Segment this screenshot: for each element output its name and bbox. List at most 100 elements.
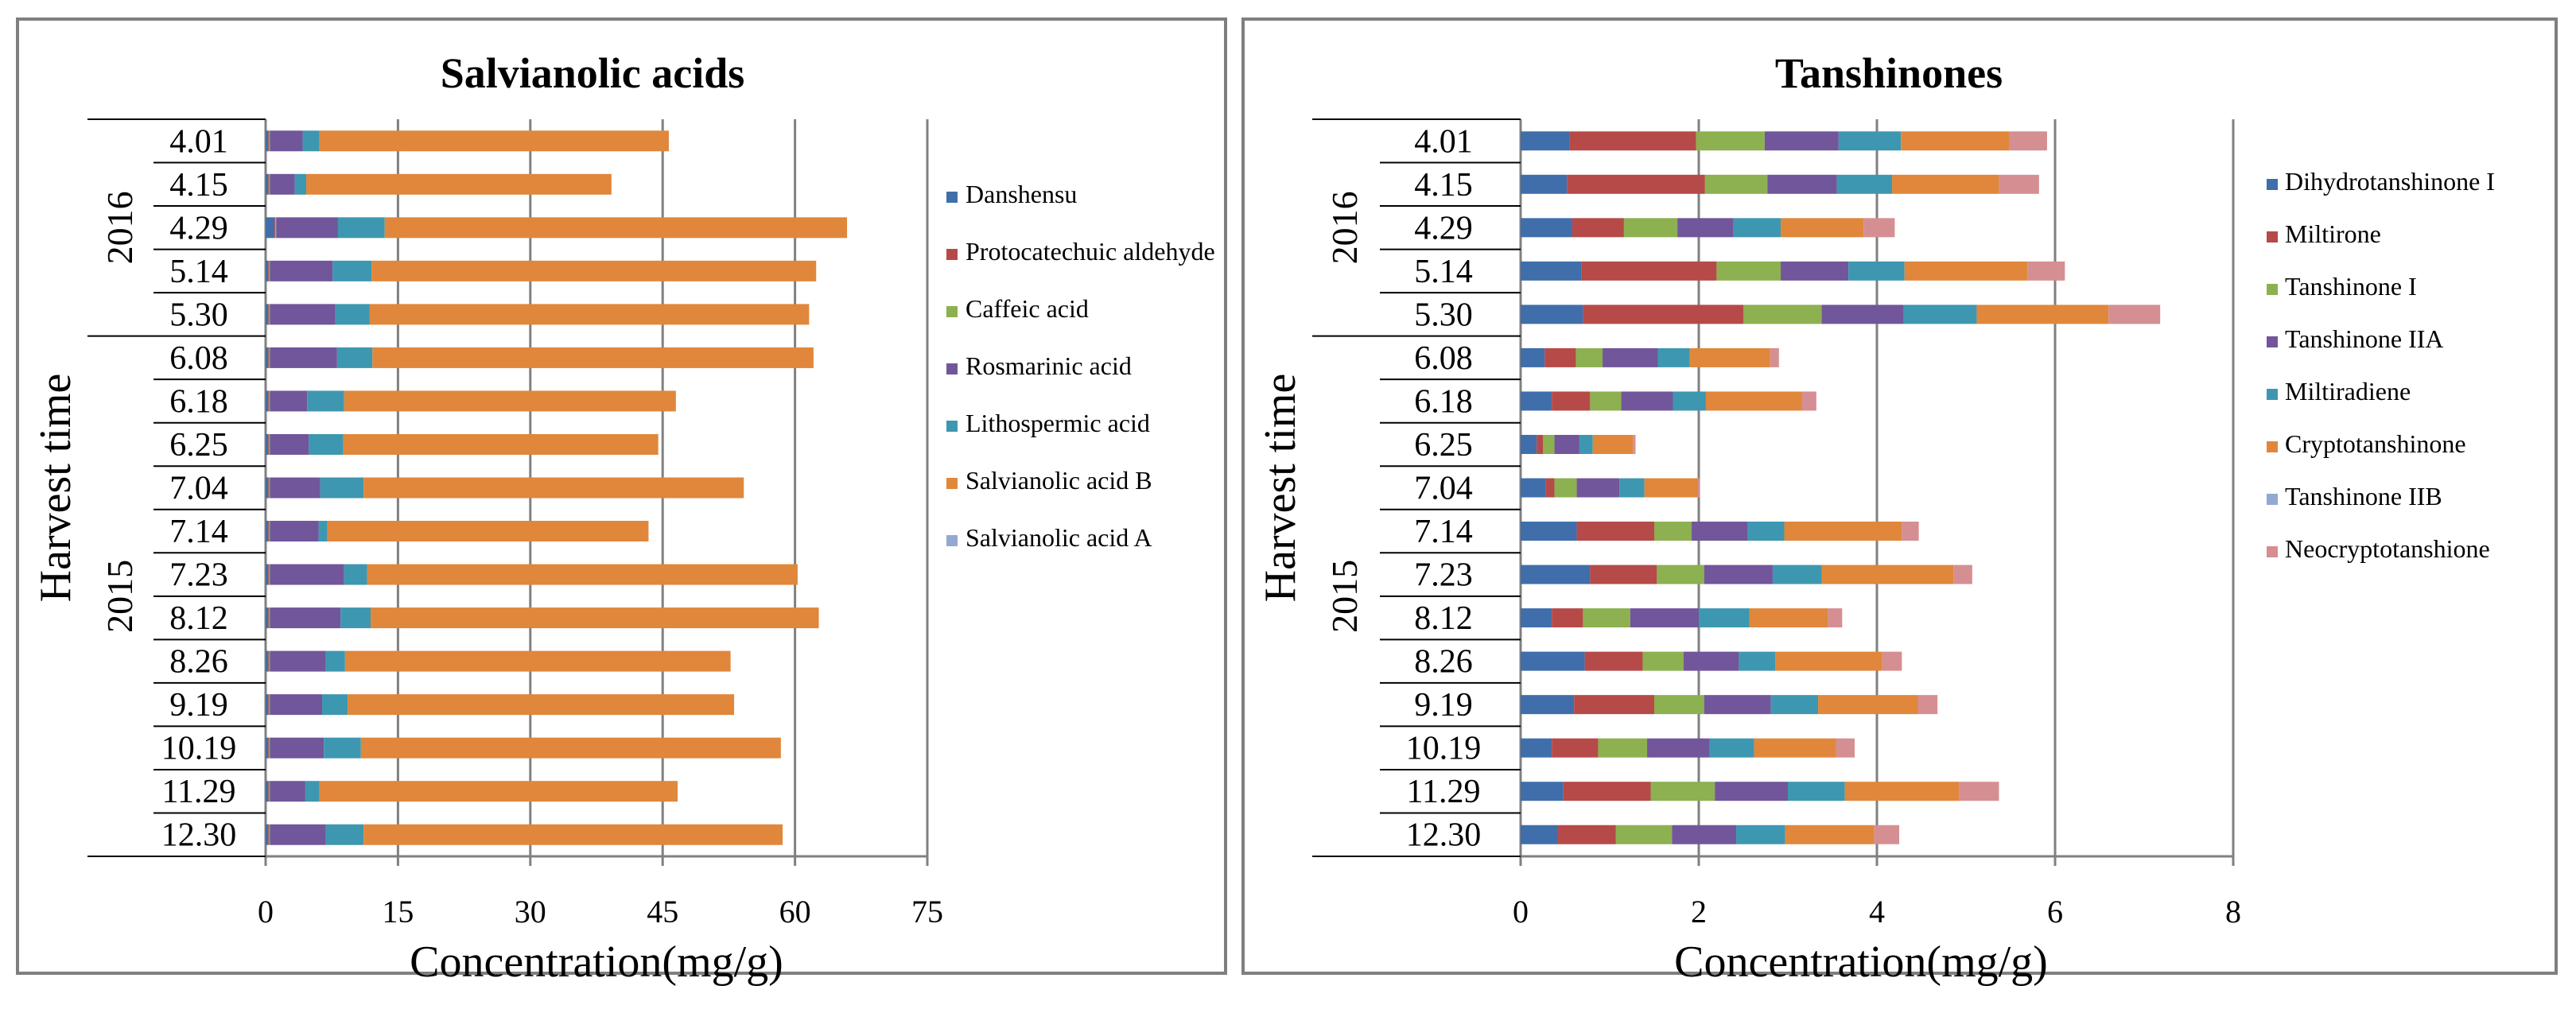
salvianolic-acids-bar-danshensu (266, 650, 269, 672)
salvianolic-acids-bar-rosmarinic-acid (270, 390, 308, 412)
tanshinones-bar-neocryptotanshione (2009, 131, 2047, 151)
salvianolic-acids-bar-danshensu (266, 304, 269, 325)
salvianolic-acids-bar-protocatechuic-aldehyde (268, 173, 270, 195)
salvianolic-acids-bar-danshensu (266, 824, 269, 845)
tanshinones-legend-label-tanshinone-iib: Tanshinone IIB (2285, 482, 2442, 510)
salvianolic-acids-bar-caffeic-acid (269, 173, 270, 195)
salvianolic-acids-bar-protocatechuic-aldehyde (274, 217, 276, 239)
tanshinones-y-axis-label: Harvest time (1256, 374, 1305, 603)
tanshinones-bar-miltiradiene (1579, 434, 1593, 454)
salvianolic-acids-bar-rosmarinic-acid (270, 521, 319, 542)
salvianolic-acids-bar-salvianolic-acid-b (327, 521, 649, 542)
salvianolic-acids-bar-rosmarinic-acid (270, 564, 344, 585)
salvianolic-acids-category-label: 5.30 (169, 297, 228, 333)
tanshinones-category-label: 4.29 (1414, 210, 1473, 246)
tanshinones-bar-dihydrotanshinone-i (1521, 391, 1552, 411)
salvianolic-acids-legend-swatch-lithospermic-acid (946, 421, 958, 432)
tanshinones-bar-tanshinone-iia (1576, 478, 1620, 498)
salvianolic-acids-legend-label-lithospermic-acid: Lithospermic acid (966, 409, 1150, 437)
salvianolic-acids-frame (16, 17, 1227, 975)
tanshinones-chart: Tanshinones 0 2 4 6 8 4.01 4.15 4.29 5.14 5.30 6.08… (1241, 17, 2558, 987)
salvianolic-acids-bar-lithospermic-acid (336, 347, 373, 368)
tanshinones-bar-miltirone (1590, 565, 1657, 584)
tanshinones-bar-cryptotanshinone (1785, 825, 1875, 844)
salvianolic-acids-bar-caffeic-acid (269, 824, 270, 845)
salvianolic-acids-legend-swatch-salvianolic-acid-b (946, 478, 958, 489)
salvianolic-acids-bar-lithospermic-acid (321, 694, 348, 716)
tanshinones-category-label: 4.15 (1414, 167, 1473, 204)
salvianolic-acids-bar-danshensu (266, 564, 269, 585)
tanshinones-category-label: 4.01 (1414, 123, 1473, 160)
tanshinones-x-tick-label: 6 (2047, 894, 2063, 929)
tanshinones-bar-cryptotanshinone (1705, 391, 1802, 411)
salvianolic-acids-bar-caffeic-acid (269, 477, 270, 499)
tanshinones-bar-miltirone (1584, 651, 1643, 671)
salvianolic-acids-bar-lithospermic-acid (305, 781, 320, 802)
salvianolic-acids-bar-lithospermic-acid (325, 824, 364, 845)
salvianolic-acids-category-label: 9.19 (169, 687, 228, 724)
salvianolic-acids-bar-salvianolic-acid-b (371, 260, 817, 281)
tanshinones-bar-tanshinone-i (1704, 174, 1768, 194)
tanshinones-legend-swatch-dihydrotanshinone-i (2267, 179, 2278, 190)
salvianolic-acids-bar-lithospermic-acid (325, 650, 345, 672)
salvianolic-acids-legend-swatch-caffeic-acid (946, 306, 958, 317)
tanshinones-category-label: 7.04 (1414, 471, 1473, 507)
tanshinones-bar-miltirone (1581, 261, 1717, 281)
salvianolic-acids-bar-protocatechuic-aldehyde (268, 824, 270, 845)
salvianolic-acids-x-tick-label: 75 (911, 894, 943, 929)
salvianolic-acids-bar-caffeic-acid (269, 607, 270, 629)
salvianolic-acids-bar-rosmarinic-acid (270, 433, 309, 455)
salvianolic-acids-bar-rosmarinic-acid (270, 477, 321, 499)
salvianolic-acids-bar-protocatechuic-aldehyde (268, 477, 270, 499)
salvianolic-acids-year-label: 2015 (99, 560, 140, 633)
tanshinones-legend-label-cryptotanshinone: Cryptotanshinone (2285, 429, 2466, 458)
tanshinones-bar-miltirone (1569, 131, 1696, 151)
salvianolic-acids-legend-label-danshensu: Danshensu (966, 180, 1077, 208)
salvianolic-acids-bar-lithospermic-acid (344, 564, 367, 585)
salvianolic-acids-category-label: 6.08 (169, 340, 228, 377)
salvianolic-acids-bar-danshensu (266, 217, 275, 239)
salvianolic-acids-bar-salvianolic-acid-b (363, 477, 744, 499)
salvianolic-acids-bar-salvianolic-acid-b (363, 824, 783, 845)
salvianolic-acids-bar-rosmarinic-acid (276, 217, 338, 239)
tanshinones-legend-label-miltirone: Miltirone (2285, 219, 2381, 248)
tanshinones-bar-miltirone (1576, 522, 1654, 541)
tanshinones-legend-label-dihydrotanshinone-i: Dihydrotanshinone I (2285, 167, 2495, 196)
tanshinones-x-tick-label: 0 (1513, 894, 1529, 929)
tanshinones-bar-miltiradiene (1848, 261, 1905, 281)
tanshinones-bar-tanshinone-i (1543, 434, 1555, 454)
salvianolic-acids-legend-label-salvianolic-acid-b: Salvianolic acid B (966, 466, 1152, 495)
tanshinones-x-tick-label: 4 (1869, 894, 1885, 929)
salvianolic-acids-bar-rosmarinic-acid (270, 824, 326, 845)
tanshinones-bar-tanshinone-iia (1821, 305, 1904, 324)
tanshinones-legend-label-tanshinone-i: Tanshinone I (2285, 272, 2417, 301)
tanshinones-bar-dihydrotanshinone-i (1521, 695, 1575, 715)
tanshinones-bar-dihydrotanshinone-i (1521, 347, 1545, 367)
tanshinones-bar-neocryptotanshione (1917, 695, 1938, 715)
salvianolic-acids-bar-caffeic-acid (269, 260, 270, 281)
tanshinones-bar-tanshinone-i (1654, 695, 1704, 715)
salvianolic-acids-bar-rosmarinic-acid (270, 607, 341, 629)
tanshinones-bar-miltiradiene (1673, 391, 1706, 411)
tanshinones-category-label: 9.19 (1414, 687, 1473, 724)
salvianolic-acids-bar-danshensu (266, 737, 269, 759)
salvianolic-acids-legend-label-caffeic-acid: Caffeic acid (966, 294, 1089, 323)
salvianolic-acids-bar-salvianolic-acid-b (344, 390, 676, 412)
tanshinones-legend-swatch-neocryptotanshione (2267, 546, 2278, 557)
tanshinones-bar-dihydrotanshinone-i (1521, 651, 1585, 671)
tanshinones-bar-tanshinone-iia (1554, 434, 1579, 454)
tanshinones-bar-miltiradiene (1788, 782, 1845, 801)
tanshinones-bar-cryptotanshinone (1644, 478, 1698, 498)
tanshinones-bar-tanshinone-iia (1672, 825, 1737, 844)
salvianolic-acids-bar-lithospermic-acid (302, 130, 320, 152)
salvianolic-acids-bar-caffeic-acid (275, 217, 277, 239)
salvianolic-acids-bar-protocatechuic-aldehyde (268, 607, 270, 629)
salvianolic-acids-category-label: 7.23 (169, 557, 228, 594)
salvianolic-acids-bar-danshensu (266, 694, 269, 716)
salvianolic-acids-legend-label-protocatechuic-aldehyde: Protocatechuic aldehyde (966, 237, 1215, 266)
tanshinones-bar-tanshinone-i (1654, 522, 1692, 541)
salvianolic-acids-bar-caffeic-acid (269, 347, 270, 368)
salvianolic-acids-category-label: 10.19 (161, 731, 237, 767)
salvianolic-acids-category-label: 4.01 (169, 123, 228, 160)
tanshinones-bar-cryptotanshinone (1901, 131, 2010, 151)
